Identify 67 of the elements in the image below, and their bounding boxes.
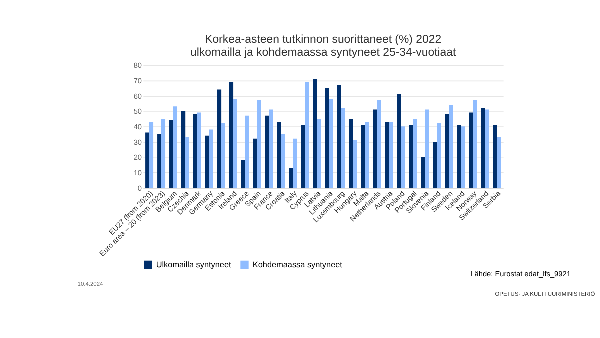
bar [389, 122, 394, 188]
text: Lähde: Eurostat edat_lfs_9921 [470, 269, 571, 278]
bar [481, 108, 486, 188]
bar [473, 100, 478, 188]
bar [301, 125, 306, 188]
bar [253, 138, 258, 188]
legend-label: Ulkomailla syntyneet [156, 260, 232, 270]
bar [329, 98, 334, 188]
bar [245, 116, 250, 188]
bar [269, 110, 274, 188]
y-tick-label: 40 [134, 122, 142, 132]
y-tick-label: 10 [134, 168, 142, 178]
bar [293, 138, 298, 188]
bar [158, 134, 162, 188]
bar [425, 110, 430, 188]
bar [409, 125, 414, 188]
bar [457, 125, 462, 188]
bar [265, 116, 270, 188]
bar [281, 134, 286, 188]
bar [353, 140, 358, 188]
bar [413, 118, 418, 188]
bar [277, 122, 282, 188]
bar [497, 137, 502, 188]
bar [437, 124, 442, 188]
bar [185, 137, 190, 188]
legend-label: Kohdemaassa syntyneet [252, 260, 344, 270]
y-tick-label: 60 [134, 92, 142, 101]
bar [461, 126, 466, 188]
bar [341, 108, 346, 188]
bar [433, 142, 438, 188]
bar [469, 112, 474, 188]
bar [365, 122, 370, 188]
bar [182, 111, 186, 188]
bar [377, 100, 382, 188]
bar [193, 114, 198, 188]
bar [173, 106, 178, 188]
bar [305, 82, 310, 188]
bar [161, 118, 166, 188]
bar [146, 132, 150, 188]
bar [241, 160, 246, 188]
bar [257, 100, 262, 188]
bar [401, 126, 406, 188]
bar [317, 118, 322, 188]
bar [170, 120, 174, 188]
y-tick-label: 0 [138, 184, 142, 193]
y-tick-label: 70 [134, 76, 142, 86]
chart-title: Korkea-asteen tutkinnon suorittaneet (%) 2022 ulkomailla ja kohdemaassa syntyneet 25-34-vuotiaat [190, 34, 458, 60]
bar [229, 82, 234, 188]
bar [449, 105, 454, 188]
bar [217, 90, 222, 188]
bar [421, 157, 426, 188]
bar [209, 130, 214, 188]
bar [313, 79, 318, 188]
y-tick-label: 30 [134, 138, 142, 147]
bar [397, 94, 402, 188]
y-tick-label: 80 [134, 61, 142, 70]
bar [221, 124, 226, 188]
bar [197, 112, 202, 188]
bar [233, 98, 238, 188]
bar [289, 168, 294, 188]
bar [493, 125, 498, 188]
bar [485, 110, 490, 188]
y-tick-label: 50 [134, 107, 142, 116]
bar [149, 122, 154, 188]
bar [445, 114, 450, 188]
bar [205, 136, 210, 188]
y-tick-label: 20 [134, 153, 142, 162]
